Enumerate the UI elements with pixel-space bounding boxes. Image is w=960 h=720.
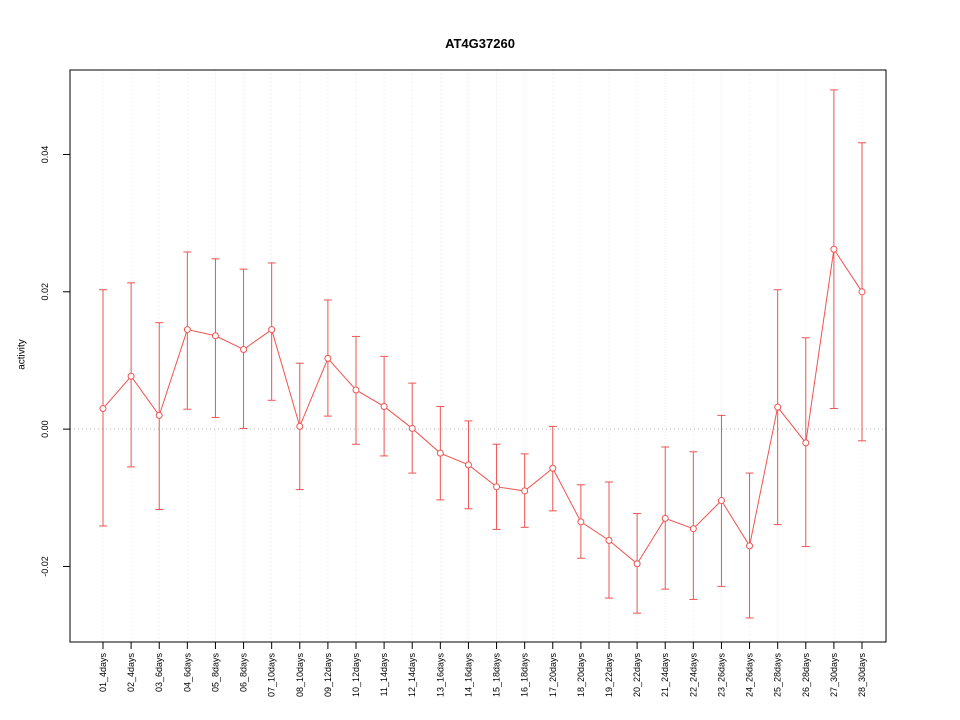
- x-tick-label: 12_14days: [407, 653, 417, 698]
- data-point: [549, 464, 557, 472]
- data-point: [521, 487, 529, 495]
- x-tick-label: 01_4days: [98, 653, 108, 693]
- x-tick-label: 25_28days: [773, 653, 783, 698]
- data-point: [774, 403, 782, 411]
- x-tick-label: 17_20days: [548, 653, 558, 698]
- x-tick-label: 07_10days: [267, 653, 277, 698]
- x-tick-label: 27_30days: [829, 653, 839, 698]
- x-tick-label: 08_10days: [295, 653, 305, 698]
- data-point: [717, 497, 725, 505]
- data-point: [802, 439, 810, 447]
- x-tick-label: 19_22days: [604, 653, 614, 698]
- data-point: [689, 525, 697, 533]
- y-tick-label: 0.00: [40, 420, 50, 438]
- data-point: [296, 422, 304, 430]
- series-line: [102, 247, 863, 565]
- data-point: [240, 345, 248, 353]
- data-point: [464, 461, 472, 469]
- x-tick-label: 04_6days: [182, 653, 192, 693]
- x-tick-label: 26_28days: [801, 653, 811, 698]
- data-point: [183, 326, 191, 334]
- x-tick-label: 22_24days: [688, 653, 698, 698]
- x-tick-label: 14_16days: [463, 653, 473, 698]
- x-tick-label: 23_26days: [716, 653, 726, 698]
- x-tick-label: 28_30days: [857, 653, 867, 698]
- x-tick-label: 20_22days: [632, 653, 642, 698]
- x-tick-label: 21_24days: [660, 653, 670, 698]
- chart-title: AT4G37260: [445, 36, 515, 51]
- data-point: [493, 483, 501, 491]
- data-point: [211, 332, 219, 340]
- x-tick-label: 05_8days: [210, 653, 220, 693]
- data-point: [324, 354, 332, 362]
- data-point: [268, 326, 276, 334]
- x-tick-label: 10_12days: [351, 653, 361, 698]
- x-tick-label: 15_18days: [492, 653, 502, 698]
- data-point: [577, 518, 585, 526]
- data-point: [633, 560, 641, 568]
- data-point: [127, 372, 135, 380]
- data-point: [352, 386, 360, 394]
- x-tick-label: 11_14days: [379, 653, 389, 697]
- data-point: [605, 536, 613, 544]
- data-point: [436, 449, 444, 457]
- y-tick-label: 0.04: [40, 146, 50, 164]
- data-point: [99, 405, 107, 413]
- x-tick-label: 09_12days: [323, 653, 333, 698]
- x-tick-label: 18_20days: [576, 653, 586, 698]
- plot-border: [69, 69, 887, 643]
- y-tick-label: -0.02: [40, 556, 50, 577]
- x-tick-label: 13_16days: [435, 653, 445, 698]
- data-point: [408, 424, 416, 432]
- data-point: [858, 288, 866, 296]
- x-tick-label: 24_26days: [745, 653, 755, 698]
- data-point: [661, 514, 669, 522]
- x-tick-label: 02_4days: [126, 653, 136, 693]
- data-point: [830, 245, 838, 253]
- data-point: [380, 402, 388, 410]
- x-tick-label: 16_18days: [520, 653, 530, 698]
- data-point: [746, 542, 754, 550]
- y-axis-label: activity: [16, 339, 28, 370]
- data-point: [155, 411, 163, 419]
- y-tick-label: 0.02: [40, 283, 50, 301]
- x-tick-label: 03_6days: [154, 653, 164, 693]
- x-tick-label: 06_8days: [239, 653, 249, 693]
